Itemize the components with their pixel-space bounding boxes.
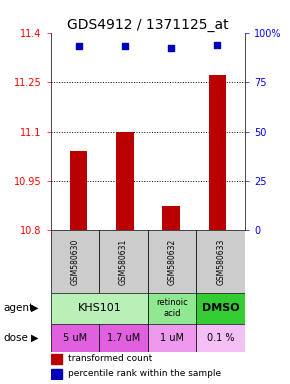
Bar <box>51 369 62 379</box>
FancyBboxPatch shape <box>148 230 197 293</box>
Bar <box>209 76 226 230</box>
Point <box>122 43 127 50</box>
Point <box>215 41 220 48</box>
Text: transformed count: transformed count <box>68 354 153 364</box>
Bar <box>51 354 62 364</box>
FancyBboxPatch shape <box>51 230 99 293</box>
Point <box>76 43 81 50</box>
Text: 0.1 %: 0.1 % <box>207 333 235 343</box>
FancyBboxPatch shape <box>99 230 148 293</box>
Text: 1 uM: 1 uM <box>160 333 184 343</box>
Text: DMSO: DMSO <box>202 303 240 313</box>
Bar <box>70 151 87 230</box>
Point <box>169 45 173 51</box>
FancyBboxPatch shape <box>197 293 245 324</box>
FancyBboxPatch shape <box>99 324 148 352</box>
Text: dose: dose <box>3 333 28 343</box>
Title: GDS4912 / 1371125_at: GDS4912 / 1371125_at <box>67 18 229 31</box>
Text: agent: agent <box>3 303 33 313</box>
Text: ▶: ▶ <box>31 303 39 313</box>
Text: 5 uM: 5 uM <box>63 333 87 343</box>
Text: percentile rank within the sample: percentile rank within the sample <box>68 369 221 379</box>
Text: GSM580632: GSM580632 <box>168 238 177 285</box>
FancyBboxPatch shape <box>197 324 245 352</box>
Text: KHS101: KHS101 <box>77 303 121 313</box>
Text: retinoic
acid: retinoic acid <box>156 298 188 318</box>
Bar <box>162 206 180 230</box>
FancyBboxPatch shape <box>148 324 197 352</box>
FancyBboxPatch shape <box>148 293 197 324</box>
FancyBboxPatch shape <box>51 293 148 324</box>
Bar <box>116 132 134 230</box>
Text: ▶: ▶ <box>31 333 39 343</box>
FancyBboxPatch shape <box>197 230 245 293</box>
FancyBboxPatch shape <box>51 324 99 352</box>
Text: 1.7 uM: 1.7 uM <box>107 333 140 343</box>
Text: GSM580633: GSM580633 <box>216 238 225 285</box>
Text: GSM580631: GSM580631 <box>119 238 128 285</box>
Text: GSM580630: GSM580630 <box>70 238 79 285</box>
